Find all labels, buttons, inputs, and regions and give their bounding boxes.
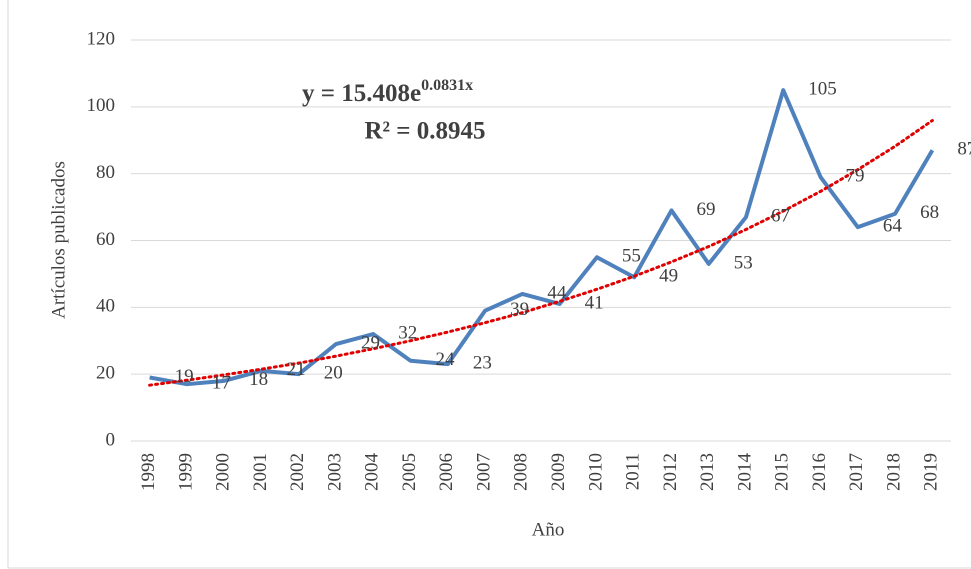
- data-label: 32: [398, 322, 417, 343]
- data-label: 24: [436, 349, 456, 370]
- chart-border: [7, 0, 971, 569]
- x-tick-label: 2001: [250, 453, 271, 491]
- r-squared: R² = 0.8945: [364, 118, 485, 145]
- data-label: 23: [473, 353, 492, 374]
- data-label: 69: [696, 199, 715, 220]
- data-label: 53: [734, 252, 753, 273]
- data-label: 41: [585, 292, 604, 313]
- trend-line: [148, 119, 934, 387]
- y-tick-label: 100: [87, 95, 116, 116]
- x-tick-label: 2009: [548, 453, 569, 491]
- data-label: 21: [286, 359, 305, 380]
- equation-base: y = 15.408e: [302, 80, 421, 107]
- x-tick-label: 2014: [734, 453, 755, 492]
- y-tick-label: 20: [96, 363, 115, 384]
- x-tick-label: 1999: [175, 453, 196, 491]
- data-label: 64: [883, 215, 903, 236]
- x-tick-label: 2016: [809, 453, 830, 491]
- data-label: 29: [361, 332, 380, 353]
- data-label: 55: [622, 246, 641, 267]
- x-tick-label: 2002: [287, 453, 308, 491]
- data-line: [149, 88, 935, 387]
- data-label: 18: [249, 369, 268, 390]
- x-tick-label: 2010: [585, 453, 606, 491]
- x-tick-label: 1998: [138, 453, 159, 491]
- x-tick-label: 2005: [399, 453, 420, 491]
- x-tick-label: 2017: [846, 453, 867, 491]
- data-label: 87: [957, 139, 971, 160]
- y-tick-label: 80: [96, 162, 115, 183]
- x-tick-label: 2013: [697, 453, 718, 491]
- data-label: 17: [212, 373, 231, 394]
- y-tick-label: 40: [96, 296, 115, 317]
- data-label: 49: [659, 266, 678, 287]
- data-label: 67: [771, 205, 790, 226]
- x-tick-label: 2012: [660, 453, 681, 491]
- x-tick-label: 2015: [772, 453, 793, 491]
- data-label: 105: [808, 78, 837, 99]
- x-tick-label: 2011: [623, 453, 644, 490]
- data-label: 20: [324, 363, 343, 384]
- x-axis-title: Año: [532, 519, 565, 540]
- equation-exponent: 0.0831x: [421, 77, 473, 94]
- x-tick-label: 2018: [883, 453, 904, 491]
- data-label: 39: [510, 299, 529, 320]
- trend-equation: y = 15.408e0.0831x: [302, 77, 473, 107]
- data-label: 79: [846, 165, 865, 186]
- y-tick-label: 60: [96, 229, 115, 250]
- x-tick-label: 2004: [362, 453, 383, 492]
- x-tick-label: 2000: [213, 453, 234, 491]
- data-label: 19: [175, 366, 194, 387]
- y-tick-label: 0: [106, 429, 116, 450]
- x-tick-label: 2006: [436, 453, 457, 491]
- x-tick-label: 2008: [511, 453, 532, 491]
- x-tick-label: 2003: [324, 453, 345, 491]
- x-tick-label: 2019: [921, 453, 942, 491]
- data-label: 44: [547, 282, 567, 303]
- data-label: 68: [920, 202, 939, 223]
- y-axis-title: Artículos publicados: [48, 161, 69, 319]
- x-tick-label: 2007: [473, 453, 494, 491]
- y-tick-label: 120: [87, 28, 116, 49]
